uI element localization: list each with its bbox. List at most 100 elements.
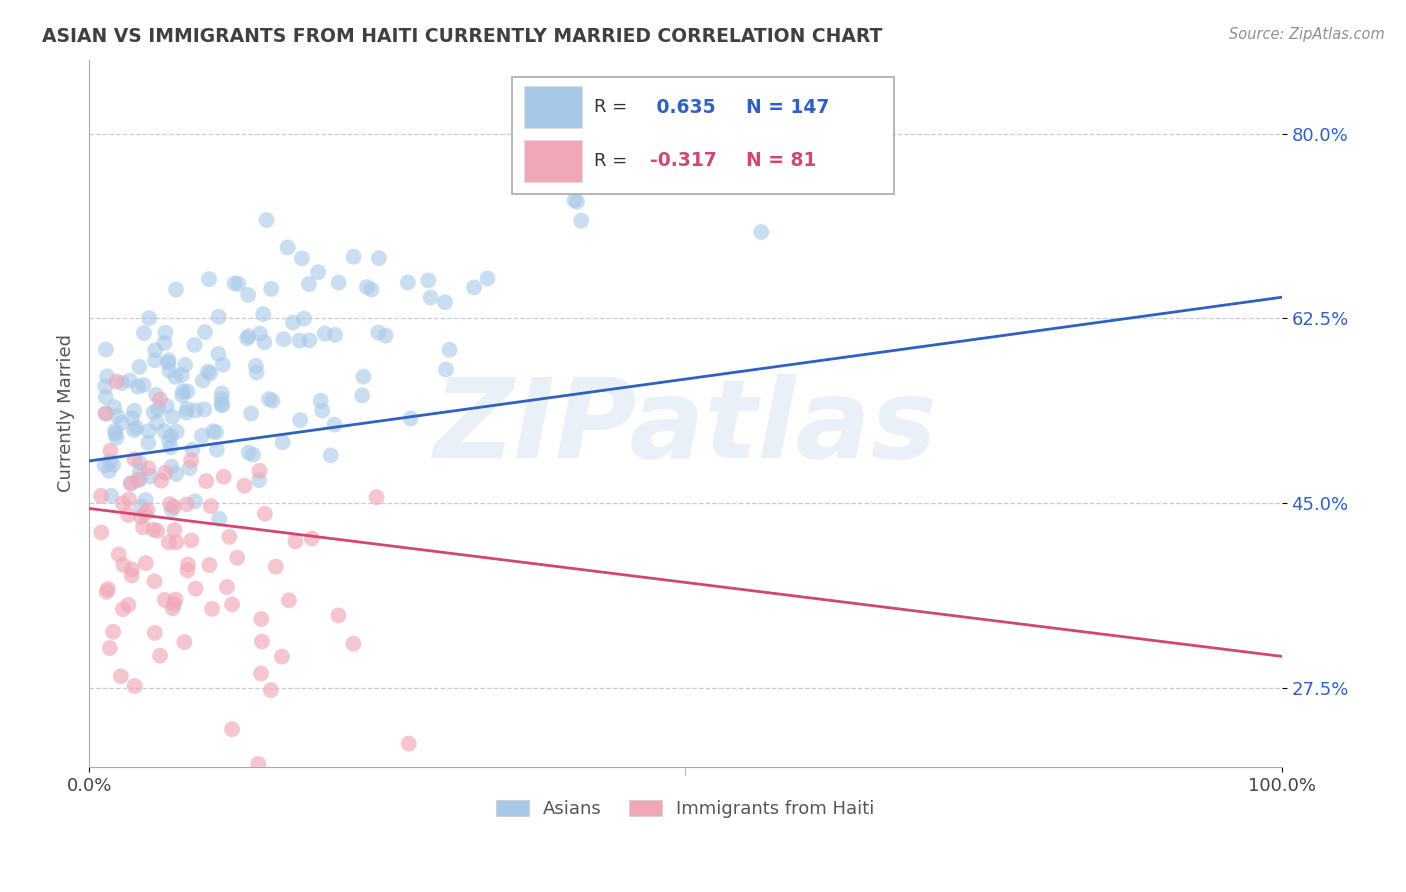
Point xyxy=(215,580,238,594)
Point xyxy=(157,434,180,448)
Point xyxy=(176,563,198,577)
Text: 0.635: 0.635 xyxy=(650,97,716,117)
Point xyxy=(132,326,155,340)
Point xyxy=(134,507,156,521)
Point xyxy=(98,641,121,656)
Point xyxy=(112,558,135,572)
Point xyxy=(177,558,200,572)
Point xyxy=(250,612,273,626)
Point xyxy=(165,592,187,607)
Point xyxy=(195,474,218,488)
Point xyxy=(117,508,139,522)
Point xyxy=(104,426,127,441)
Point xyxy=(236,331,259,345)
Point xyxy=(118,492,141,507)
FancyBboxPatch shape xyxy=(512,78,894,194)
Point xyxy=(288,334,311,348)
Point xyxy=(163,500,186,514)
Point xyxy=(100,489,122,503)
Point xyxy=(184,403,207,417)
Point xyxy=(135,492,157,507)
Point xyxy=(260,282,283,296)
Point xyxy=(124,679,146,693)
Point xyxy=(159,497,181,511)
Point xyxy=(247,756,270,771)
Point xyxy=(749,225,772,239)
Point xyxy=(398,737,420,751)
FancyBboxPatch shape xyxy=(524,139,582,182)
Point xyxy=(463,280,485,294)
Point xyxy=(105,409,128,423)
Point xyxy=(277,240,299,254)
Point xyxy=(291,252,314,266)
Point xyxy=(180,453,202,467)
Point xyxy=(253,335,276,350)
Point xyxy=(353,369,375,384)
Point xyxy=(96,369,118,384)
Point xyxy=(273,332,295,346)
Point xyxy=(103,400,125,414)
Point xyxy=(211,358,233,372)
Point xyxy=(292,311,315,326)
Point xyxy=(253,507,276,521)
Point xyxy=(233,479,256,493)
Point xyxy=(132,520,155,534)
Point xyxy=(314,326,336,341)
Point xyxy=(138,461,160,475)
Point xyxy=(262,393,284,408)
Text: R =: R = xyxy=(593,152,627,169)
Point xyxy=(176,405,198,419)
Point xyxy=(173,635,195,649)
Point xyxy=(209,392,232,407)
Point xyxy=(205,442,228,457)
Point xyxy=(98,454,121,468)
Point xyxy=(328,608,350,623)
Point xyxy=(212,469,235,483)
Point xyxy=(298,334,321,348)
Point xyxy=(166,425,188,439)
Point xyxy=(342,250,364,264)
Point xyxy=(90,489,112,503)
Point xyxy=(111,496,134,510)
Point xyxy=(205,425,228,440)
Point xyxy=(247,473,270,487)
Point xyxy=(277,593,299,607)
Point xyxy=(240,407,263,421)
Point xyxy=(191,428,214,442)
Point xyxy=(356,280,378,294)
Point xyxy=(111,416,134,430)
Point xyxy=(96,584,118,599)
Point xyxy=(396,276,419,290)
Point xyxy=(221,723,243,737)
Point xyxy=(208,512,231,526)
Point xyxy=(98,464,121,478)
Point xyxy=(163,597,186,611)
Point xyxy=(129,473,152,487)
Point xyxy=(157,535,180,549)
Point xyxy=(160,459,183,474)
Point xyxy=(183,338,205,352)
Point xyxy=(200,499,222,513)
Point xyxy=(127,379,149,393)
Point xyxy=(367,326,389,340)
Point xyxy=(664,125,686,139)
Point xyxy=(180,533,202,548)
Point xyxy=(224,277,246,291)
Point xyxy=(159,441,181,455)
Point xyxy=(165,369,187,384)
Point xyxy=(281,772,304,786)
Text: -0.317: -0.317 xyxy=(650,152,717,170)
Point xyxy=(90,525,112,540)
Point xyxy=(129,509,152,524)
Point xyxy=(176,401,198,416)
Point xyxy=(208,310,231,324)
Point xyxy=(360,283,382,297)
Point xyxy=(172,388,194,402)
Point xyxy=(104,424,127,438)
Point xyxy=(101,458,124,472)
Point xyxy=(252,307,274,321)
Point xyxy=(156,399,179,413)
Point xyxy=(399,411,422,425)
Point xyxy=(198,272,221,286)
Point xyxy=(271,649,294,664)
